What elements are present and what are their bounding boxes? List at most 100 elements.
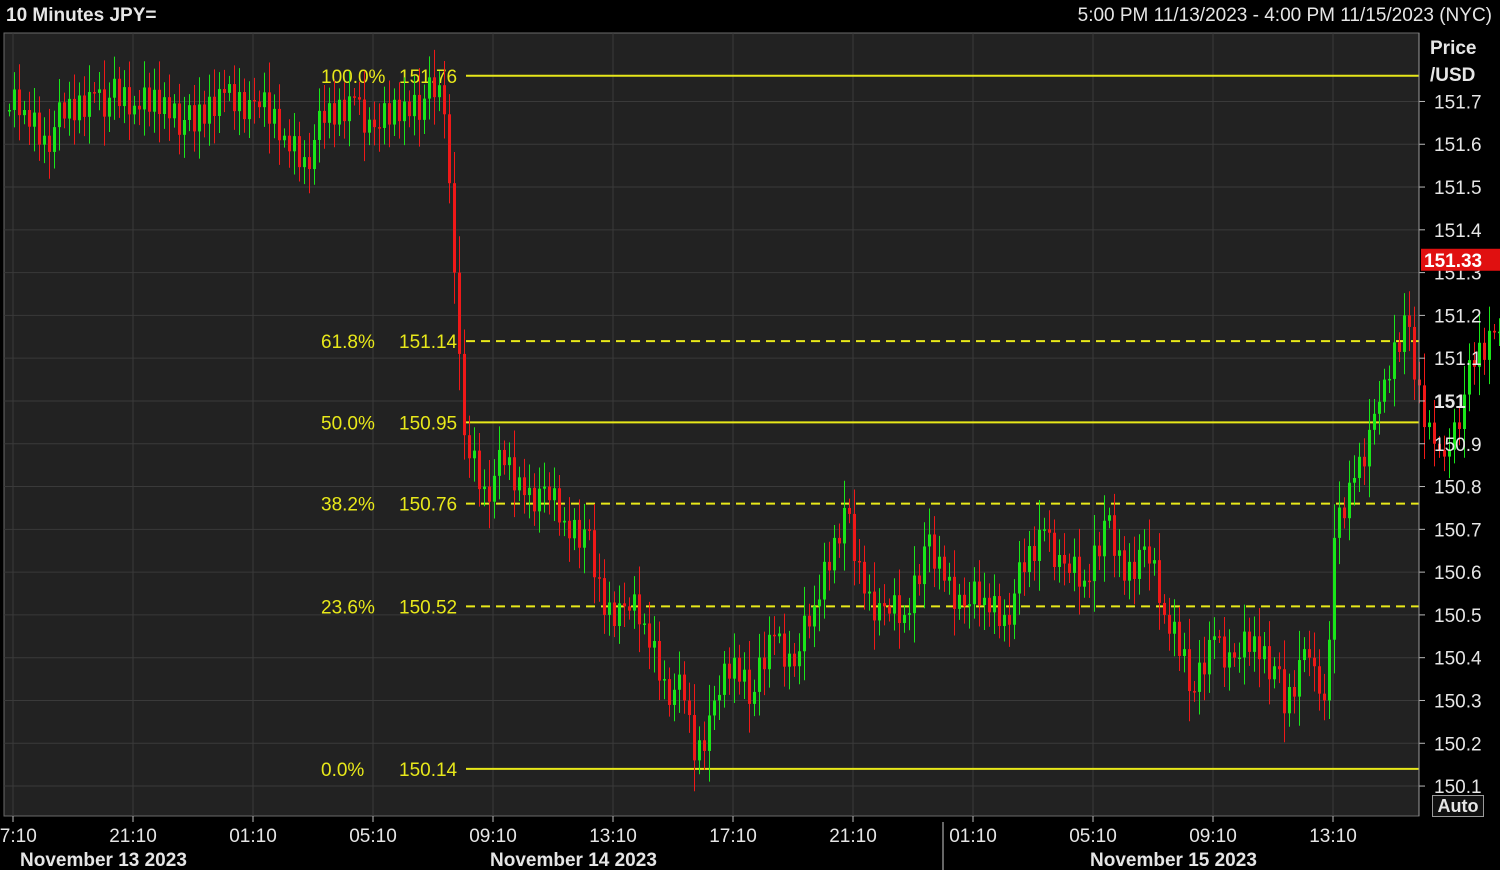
candle-body (673, 689, 676, 705)
fib-price-label: 150.14 (399, 760, 458, 781)
candle-body (328, 103, 331, 123)
y-tick-label: 150.2 (1434, 734, 1482, 755)
candle-body (1028, 546, 1031, 573)
y-tick-label: 151.2 (1434, 306, 1482, 327)
y-tick-label: 150.6 (1434, 563, 1482, 584)
candle-body (833, 537, 836, 571)
candle-body (128, 87, 131, 115)
candle-body (813, 606, 816, 627)
candle-body (1123, 550, 1126, 581)
candle-body (1348, 482, 1351, 519)
candle-body (1343, 507, 1346, 519)
candle-body (823, 561, 826, 600)
candle-body (528, 487, 531, 496)
candle-body (483, 486, 486, 490)
candle-body (413, 94, 416, 117)
candle-body (1213, 636, 1216, 640)
candle-body (188, 105, 191, 120)
candle-body (1103, 520, 1106, 557)
candle-body (828, 561, 831, 571)
x-tick-label: 21:10 (109, 826, 157, 847)
candle-body (468, 435, 471, 459)
candle-body (133, 105, 136, 115)
y-tick-label: 150.3 (1434, 691, 1482, 712)
candle-body (443, 85, 446, 115)
candle-body (1068, 563, 1071, 573)
candle-body (948, 576, 951, 581)
candle-body (138, 105, 141, 110)
candle-body (523, 477, 526, 496)
candle-body (623, 603, 626, 607)
candle-body (703, 740, 706, 751)
candle-body (938, 556, 941, 569)
candle-body (913, 575, 916, 614)
candle-body (1228, 652, 1231, 668)
candle-body (213, 96, 216, 117)
candle-body (818, 599, 821, 607)
candle-body (608, 602, 611, 615)
candle-body (8, 110, 11, 112)
candle-body (1238, 657, 1241, 659)
candle-body (433, 77, 436, 98)
candle-body (1163, 602, 1166, 615)
candle-body (568, 520, 571, 539)
candle-body (893, 595, 896, 614)
candle-body (318, 110, 321, 140)
date-label: November 14 2023 (490, 850, 657, 870)
candle-body (1288, 686, 1291, 714)
candle-body (1128, 561, 1131, 581)
y-tick-label: 150.1 (1434, 777, 1482, 798)
candle-body (1053, 532, 1056, 567)
candle-body (1423, 385, 1426, 428)
candle-body (1183, 649, 1186, 656)
candle-body (393, 99, 396, 125)
time-axis: 17:10 21:10 01:10 05:10 09:10 13:10 17:10 21:10… (0, 816, 1357, 870)
candle-body (78, 95, 81, 121)
candle-body (428, 77, 431, 99)
candle-body (943, 556, 946, 581)
candle-body (1323, 693, 1326, 701)
fibonacci-levels: 100.0% 151.76 61.8% 151.14 50.0% 150.95 38.2% 1… (321, 67, 1419, 781)
y-tick-label: 150.5 (1434, 606, 1482, 627)
candle-body (103, 89, 106, 117)
candle-body (223, 89, 226, 93)
fib-price-label: 151.76 (399, 67, 457, 88)
y-tick-label: 151.6 (1434, 135, 1482, 156)
candle-body (1463, 394, 1466, 429)
y-tick-label: 151 (1434, 392, 1466, 413)
candle-body (1003, 614, 1006, 627)
candle-body (618, 603, 621, 627)
candle-body (1108, 515, 1111, 521)
candle-body (603, 578, 606, 615)
candle-body (1383, 379, 1386, 402)
candle-body (1478, 342, 1481, 367)
candle-body (838, 537, 841, 544)
chart-title: 10 Minutes JPY= (6, 5, 157, 26)
candle-body (1093, 545, 1096, 582)
candle-body (33, 112, 36, 127)
auto-scale-button[interactable]: Auto (1432, 795, 1484, 817)
candle-body (688, 700, 691, 716)
candle-body (548, 486, 551, 501)
candle-body (408, 101, 411, 117)
candle-body (648, 623, 651, 648)
candle-body (1008, 614, 1011, 625)
x-tick-label: 01:10 (229, 826, 277, 847)
candle-body (1013, 593, 1016, 625)
candle-body (118, 78, 121, 107)
candle-body (48, 135, 51, 152)
candle-body (1408, 315, 1411, 327)
candle-body (1368, 429, 1371, 467)
candle-body (588, 529, 591, 531)
candle-body (543, 486, 546, 489)
candle-body (983, 597, 986, 606)
candle-body (178, 103, 181, 135)
candle-body (1198, 662, 1201, 692)
candle-body (628, 606, 631, 611)
candle-body (573, 519, 576, 539)
fib-price-label: 151.14 (399, 332, 458, 353)
candle-body (88, 92, 91, 117)
last-price-badge (1421, 248, 1500, 271)
candle-body (1253, 636, 1256, 652)
